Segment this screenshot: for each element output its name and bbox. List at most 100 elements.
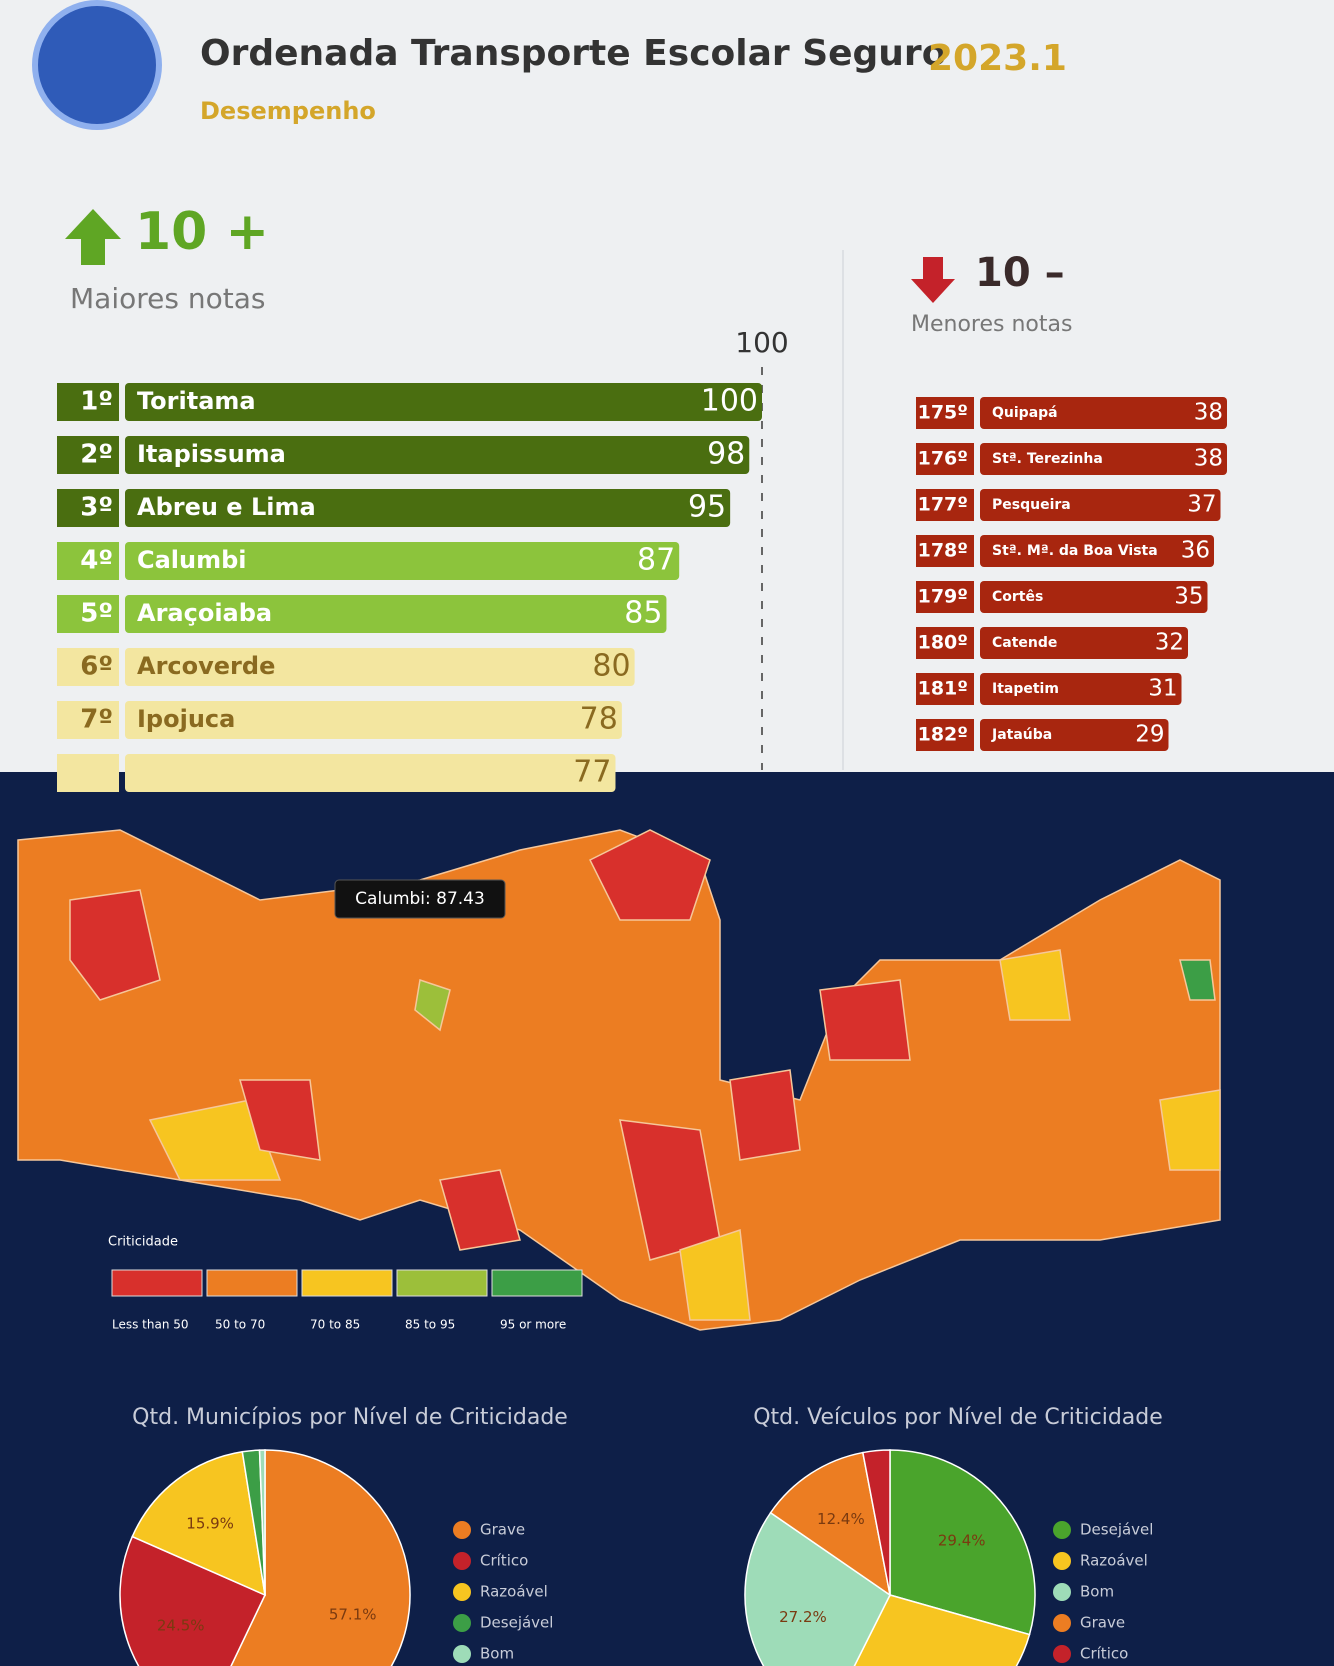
rank-label: 1º (80, 387, 113, 417)
region (1179, 959, 1216, 1001)
legend-label: Desejável (1080, 1521, 1153, 1539)
bar-value: 78 (580, 702, 618, 737)
bar-value: 87 (637, 543, 675, 578)
bar-value: 35 (1174, 584, 1203, 610)
pie-slice (861, 1449, 891, 1596)
x-tick-label: 100 (735, 326, 788, 359)
map (17, 829, 1221, 1331)
pie-slice (230, 1449, 411, 1666)
legend-dot (1053, 1552, 1071, 1570)
rank-box (916, 673, 974, 705)
bar (980, 627, 1188, 659)
legend-dot (453, 1614, 471, 1632)
legend-label: Grave (480, 1521, 525, 1539)
section-title: 10 – (975, 250, 1065, 296)
legend-dot (453, 1552, 471, 1570)
bar-value: 36 (1181, 538, 1210, 564)
title-year: 2023.1 (928, 38, 1067, 79)
rank-label: 2º (80, 440, 113, 470)
bar-name: Itapetim (992, 681, 1059, 697)
pie-slice (889, 1449, 1036, 1636)
rank-label: 6º (80, 652, 113, 682)
legend-label: Grave (1080, 1614, 1125, 1632)
region (439, 1169, 521, 1251)
region (148, 1099, 282, 1181)
slice-label: 29.4% (938, 1531, 986, 1549)
slice-label: 15.9% (186, 1514, 234, 1532)
bar-name: Abreu e Lima (137, 493, 316, 521)
bar-value: 100 (701, 384, 758, 419)
rank-label: 180º (918, 632, 968, 654)
subtitle: Desempenho (200, 97, 376, 125)
region (729, 1069, 801, 1161)
bar (980, 719, 1169, 751)
rank-box (57, 754, 119, 792)
legend-swatch (111, 1269, 203, 1297)
rank-box (916, 719, 974, 751)
section-subtitle: Menores notas (911, 312, 1072, 337)
bar-name: Stª. Mª. da Boa Vista (992, 543, 1158, 559)
pie-slice (119, 1535, 267, 1666)
slice-label: 24.5% (157, 1617, 205, 1635)
bar (980, 673, 1182, 705)
bar-name: Araçoiaba (137, 599, 272, 627)
region (588, 829, 711, 921)
bar-value: 95 (688, 490, 726, 525)
legend-label: 85 to 95 (405, 1318, 455, 1332)
bar-name: Arcoverde (137, 652, 275, 680)
bar-value: 85 (624, 596, 662, 631)
rank-box (57, 595, 119, 633)
bar-name: Pesqueira (992, 497, 1071, 513)
legend-dot (1053, 1645, 1071, 1663)
legend-swatch (301, 1269, 393, 1297)
slice-label: 27.2% (779, 1608, 827, 1626)
bar (980, 397, 1227, 429)
tooltip: Calumbi: 87.43 (355, 889, 485, 909)
bar (980, 489, 1221, 521)
bar-value: 77 (573, 755, 611, 790)
bar (980, 443, 1227, 475)
legend-dot (453, 1521, 471, 1539)
bar-name: Cortês (992, 589, 1043, 605)
legend-label: Less than 50 (112, 1318, 189, 1332)
bar (125, 754, 616, 792)
bar-value: 32 (1155, 630, 1184, 656)
rank-label: 179º (918, 586, 968, 608)
rank-label: 7º (80, 705, 113, 735)
bar (125, 701, 622, 739)
legend-label: Crítico (1080, 1645, 1128, 1663)
bar-value: 98 (707, 437, 745, 472)
rank-box (57, 436, 119, 474)
bar (125, 648, 635, 686)
pie-title: Qtd. Municípios por Nível de Criticidade (132, 1405, 568, 1430)
bar-value: 29 (1135, 722, 1164, 748)
bar-name: Ipojuca (137, 705, 235, 733)
bar-name: Stª. Terezinha (992, 451, 1103, 467)
rank-label: 4º (80, 546, 113, 576)
legend-label: Crítico (480, 1552, 528, 1570)
legend-swatch (396, 1269, 488, 1297)
bar (125, 489, 731, 527)
bar-name: Quipapá (992, 405, 1058, 421)
rank-label: 177º (918, 494, 968, 516)
legend-label: Desejável (480, 1614, 553, 1632)
rank-label: 5º (80, 599, 113, 629)
legend-dot (453, 1645, 471, 1663)
rank-box (916, 489, 974, 521)
rank-label: 175º (918, 402, 968, 424)
legend-dot (1053, 1521, 1071, 1539)
region (679, 1228, 751, 1321)
pie-slice (853, 1594, 1031, 1666)
rank-label: 178º (918, 540, 968, 562)
title: Ordenada Transporte Escolar Seguro (200, 33, 946, 74)
rank-label: 3º (80, 493, 113, 523)
legend-label: Bom (480, 1645, 514, 1663)
rank-box (57, 383, 119, 421)
slice-label: 57.1% (329, 1605, 377, 1623)
region (239, 1079, 321, 1161)
legend-swatch (491, 1269, 583, 1297)
pie-slice (131, 1450, 266, 1597)
rank-label: 182º (918, 724, 968, 746)
bar (125, 542, 680, 580)
